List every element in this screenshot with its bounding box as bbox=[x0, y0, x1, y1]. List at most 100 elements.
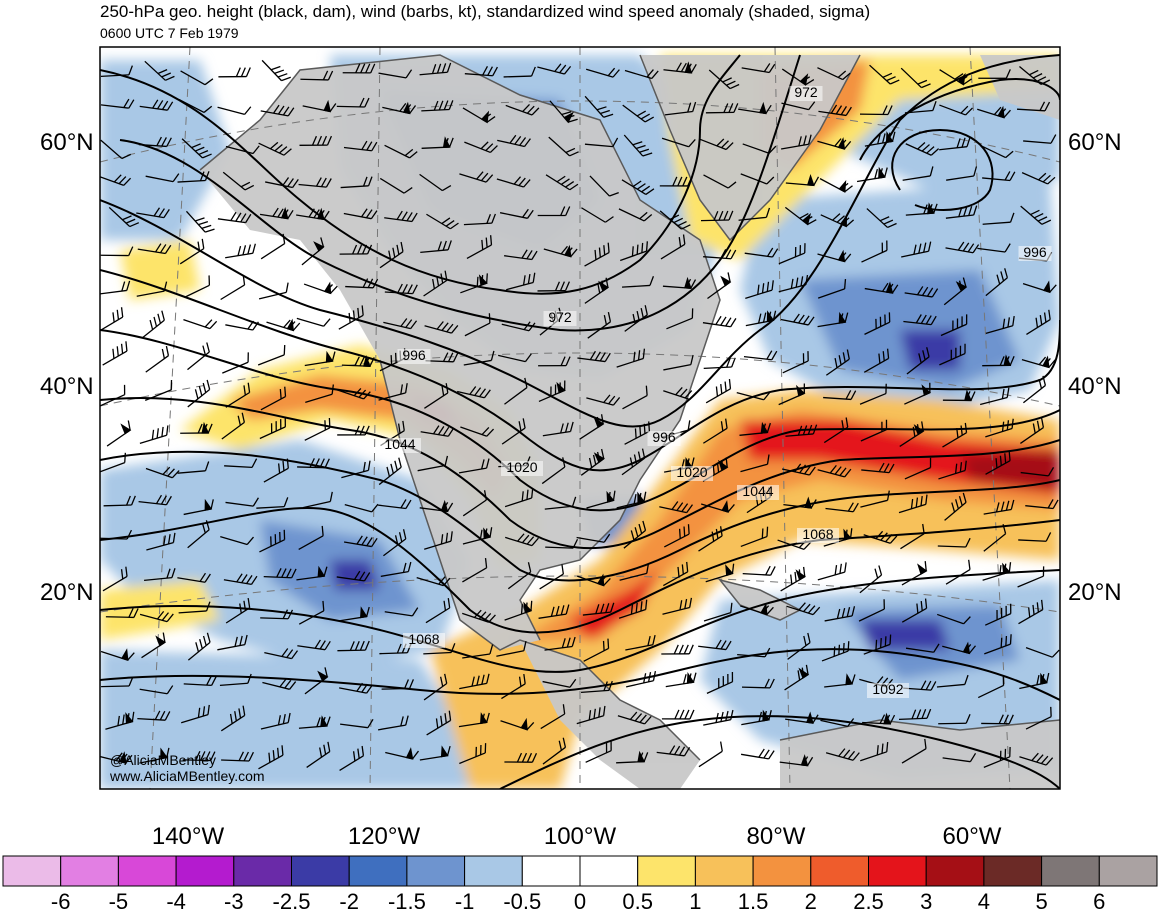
wind-barb bbox=[459, 171, 494, 183]
wind-barb bbox=[258, 745, 284, 770]
wind-barb bbox=[458, 712, 490, 728]
wind-barb bbox=[424, 383, 449, 409]
wind-barb bbox=[501, 321, 536, 332]
wind-barb bbox=[659, 176, 693, 187]
wind-barb bbox=[336, 570, 371, 582]
wind-barb bbox=[740, 526, 769, 548]
wind-barb bbox=[825, 349, 850, 376]
wind-barb bbox=[426, 710, 452, 736]
wind-barb bbox=[622, 104, 655, 123]
wind-barb bbox=[977, 243, 1011, 253]
lat-label-20-right: 20°N bbox=[1068, 579, 1122, 606]
contour-label-bg bbox=[379, 438, 421, 453]
wind-barb bbox=[900, 67, 931, 89]
wind-barb bbox=[702, 418, 728, 444]
wind-barb bbox=[258, 141, 292, 156]
wind-barb bbox=[739, 602, 774, 616]
wind-barb bbox=[544, 496, 577, 510]
wind-barb bbox=[425, 598, 451, 624]
wind-barb bbox=[707, 272, 732, 300]
wind-barb bbox=[1021, 355, 1056, 369]
wind-barb bbox=[904, 457, 932, 480]
wind-barb bbox=[1019, 752, 1054, 766]
colorbar-swatch bbox=[694, 855, 754, 887]
latitude-labels: 60°N 40°N 20°N 60°N 40°N 20°N bbox=[40, 129, 1122, 606]
colorbar-tick-label: 1.5 bbox=[738, 889, 769, 912]
wind-barb bbox=[901, 561, 928, 586]
wind-barb bbox=[339, 682, 373, 694]
colorbar-swatch bbox=[348, 855, 408, 887]
wind-barb bbox=[706, 671, 734, 694]
lat-label-60-right: 60°N bbox=[1068, 129, 1122, 156]
wind-barb bbox=[336, 388, 371, 400]
wind-barb bbox=[145, 173, 180, 183]
wind-barb bbox=[501, 418, 526, 445]
wind-barb bbox=[703, 249, 737, 260]
wind-barb bbox=[464, 141, 498, 154]
wind-barb bbox=[1020, 467, 1055, 477]
wind-barb bbox=[900, 523, 925, 550]
wind-barb bbox=[462, 107, 496, 124]
wind-barb bbox=[619, 241, 648, 262]
contour-label: 1020 bbox=[506, 459, 537, 475]
wind-barb bbox=[705, 563, 735, 583]
wind-barb bbox=[586, 394, 621, 406]
wind-barb bbox=[863, 530, 898, 544]
wind-barb bbox=[741, 63, 776, 74]
wind-barb bbox=[903, 314, 937, 326]
wind-barb bbox=[417, 455, 449, 472]
wind-barb bbox=[256, 497, 289, 509]
lon-label-80w: 80°W bbox=[747, 823, 806, 850]
wind-barb bbox=[496, 176, 531, 188]
wind-barb bbox=[499, 208, 534, 219]
wind-barb bbox=[423, 673, 448, 701]
wind-barb bbox=[100, 452, 127, 473]
wind-barb bbox=[663, 524, 690, 548]
wind-barb bbox=[300, 70, 334, 81]
wind-barb bbox=[703, 357, 736, 370]
wind-barb bbox=[785, 711, 819, 724]
wind-barb bbox=[824, 673, 856, 688]
wind-barb bbox=[823, 417, 849, 444]
wind-barb bbox=[623, 134, 653, 157]
contour-label: 972 bbox=[794, 84, 818, 100]
wind-barb bbox=[548, 136, 579, 157]
contour-label-bg bbox=[647, 431, 681, 446]
wind-barb bbox=[343, 535, 378, 548]
height-contour-line bbox=[100, 507, 1060, 634]
wind-barb bbox=[542, 737, 567, 765]
wind-barb bbox=[337, 640, 370, 652]
wind-barb bbox=[705, 378, 732, 404]
height-contour-line bbox=[499, 715, 1060, 789]
wind-barb bbox=[702, 315, 737, 328]
wind-barb bbox=[939, 69, 972, 86]
wind-barb bbox=[745, 280, 774, 299]
wind-barb bbox=[587, 312, 612, 339]
wind-barb bbox=[380, 561, 412, 577]
wind-barb bbox=[1018, 599, 1044, 625]
wind-barb bbox=[537, 281, 571, 292]
wind-barb bbox=[977, 105, 1011, 119]
wind-barb bbox=[101, 676, 134, 688]
colorbar-swatch bbox=[637, 855, 696, 887]
wind-barb bbox=[780, 566, 806, 592]
wind-barb bbox=[258, 282, 289, 300]
positive-anomaly-region bbox=[120, 240, 200, 300]
wind-barb bbox=[105, 711, 135, 730]
wind-barb bbox=[340, 718, 374, 729]
wind-barb bbox=[181, 138, 212, 159]
wind-barb bbox=[421, 136, 454, 149]
wind-barb bbox=[225, 497, 259, 507]
wind-barb bbox=[298, 177, 332, 188]
map-valid-time: 0600 UTC 7 Feb 1979 bbox=[100, 25, 239, 41]
wind-barb bbox=[741, 678, 775, 689]
wind-barb bbox=[384, 144, 418, 159]
wind-barb bbox=[459, 673, 490, 690]
wind-barb bbox=[984, 603, 1012, 626]
wind-barb bbox=[303, 281, 338, 295]
wind-barb bbox=[820, 718, 855, 728]
credit-handle: @AliciaMBentley bbox=[110, 752, 217, 768]
wind-barb bbox=[505, 104, 540, 116]
colorbar-swatch bbox=[406, 855, 466, 887]
wind-barb bbox=[983, 746, 1011, 768]
